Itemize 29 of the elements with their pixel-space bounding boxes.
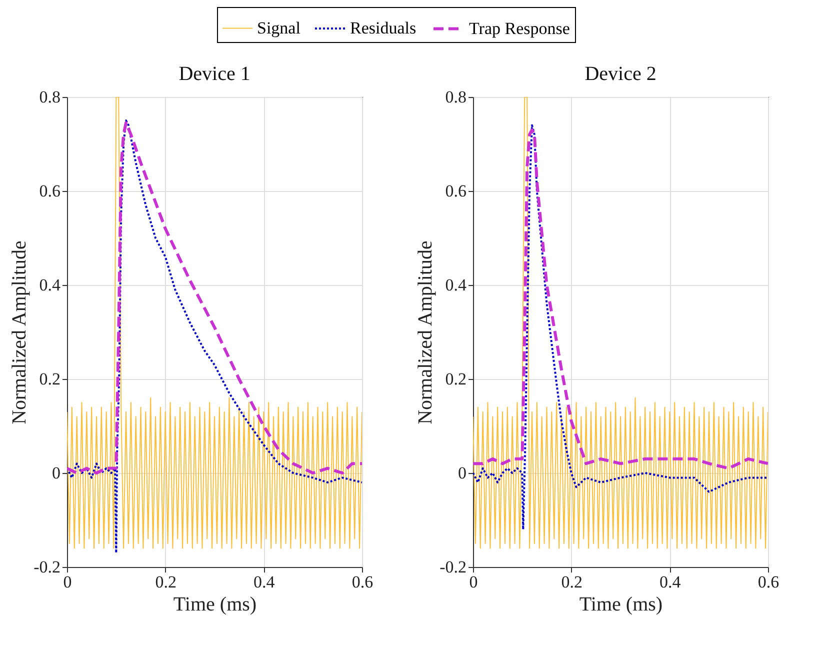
y-tick-label: 0.2 [39, 370, 60, 388]
y-tick-label: 0.4 [445, 276, 467, 294]
line-series [67, 121, 362, 474]
x-tick-label: 0.4 [254, 572, 276, 592]
y-tick-label: 0.6 [39, 182, 60, 200]
line-series [473, 128, 768, 470]
y-tick-label: -0.2 [440, 558, 466, 576]
legend-label: Signal [257, 18, 301, 38]
y-tick-label: 0.6 [445, 182, 466, 200]
x-axis-title: Time (ms) [173, 594, 257, 616]
legend-label: Trap Response [469, 18, 570, 38]
y-tick-label: 0.2 [445, 370, 466, 388]
x-axis-title: Time (ms) [579, 594, 663, 616]
chart-title: Device 1 [178, 63, 250, 85]
y-tick-label: 0 [458, 464, 466, 482]
y-tick-label: 0.8 [39, 88, 60, 106]
x-tick-label: 0.2 [561, 572, 582, 592]
legend-label: Residuals [350, 18, 416, 38]
x-tick-label: 0.6 [758, 572, 780, 592]
y-tick-label: 0.8 [445, 88, 466, 106]
y-axis-title: Normalized Amplitude [8, 240, 31, 424]
x-tick-label: 0.6 [352, 572, 374, 592]
x-tick-label: 0.4 [660, 572, 682, 592]
y-tick-label: 0 [52, 464, 60, 482]
y-tick-label: 0.4 [39, 276, 61, 294]
chart-title: Device 2 [584, 63, 656, 85]
x-tick-label: 0.2 [155, 572, 176, 592]
y-axis-title: Normalized Amplitude [414, 240, 437, 424]
y-tick-label: -0.2 [34, 558, 60, 576]
